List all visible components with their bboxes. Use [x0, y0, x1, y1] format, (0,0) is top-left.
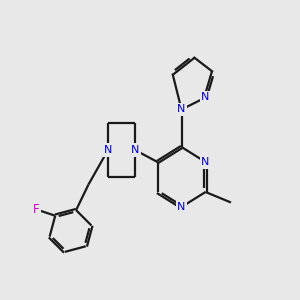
Text: N: N	[177, 104, 186, 115]
Text: N: N	[201, 157, 210, 167]
Text: N: N	[131, 145, 139, 155]
Text: F: F	[32, 203, 39, 216]
Text: N: N	[104, 145, 112, 155]
Text: N: N	[201, 92, 210, 103]
Text: N: N	[177, 202, 186, 212]
